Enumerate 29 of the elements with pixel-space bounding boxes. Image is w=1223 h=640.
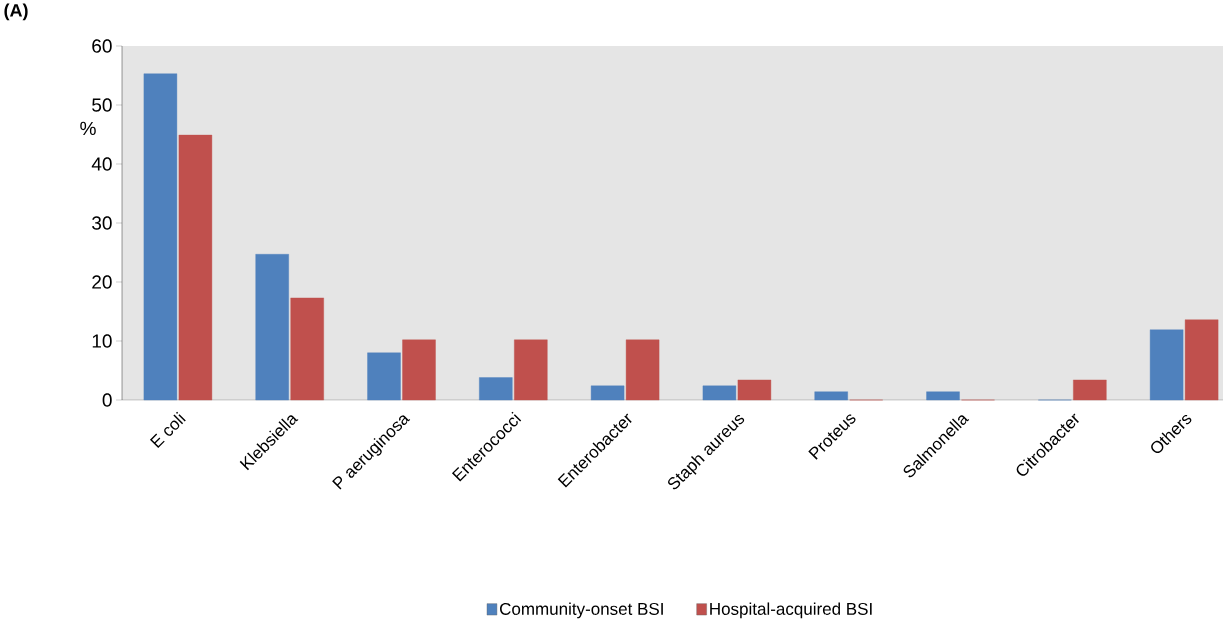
bar — [737, 379, 772, 401]
bar — [1149, 329, 1184, 401]
y-tick-label: 50 — [92, 98, 112, 112]
bar — [255, 254, 289, 401]
y-tick-label: 20 — [92, 275, 112, 289]
y-tick-label: 40 — [91, 157, 112, 171]
bar — [143, 73, 178, 401]
text: (A) — [4, 3, 28, 21]
bar — [702, 385, 737, 401]
x-tick-label: E coli — [149, 411, 186, 449]
bar — [814, 391, 848, 401]
y-tick-label: 0 — [102, 393, 112, 407]
legend-label: Hospital-acquired BSI — [710, 602, 872, 619]
bar — [290, 297, 324, 401]
bar — [178, 134, 213, 401]
y-axis-title: % — [80, 121, 96, 136]
legend-label: Community-onset BSI — [500, 602, 663, 619]
y-tick-label: 30 — [92, 216, 112, 230]
bar — [367, 352, 401, 401]
bar — [402, 339, 436, 401]
y-tick-label: 60 — [92, 39, 112, 53]
bar — [590, 385, 625, 401]
bar — [625, 339, 660, 401]
bar — [1184, 319, 1219, 401]
bar — [1073, 379, 1107, 401]
bar — [479, 377, 513, 401]
bar — [926, 391, 960, 401]
bar — [514, 339, 548, 401]
y-tick-label: 10 — [92, 334, 112, 348]
